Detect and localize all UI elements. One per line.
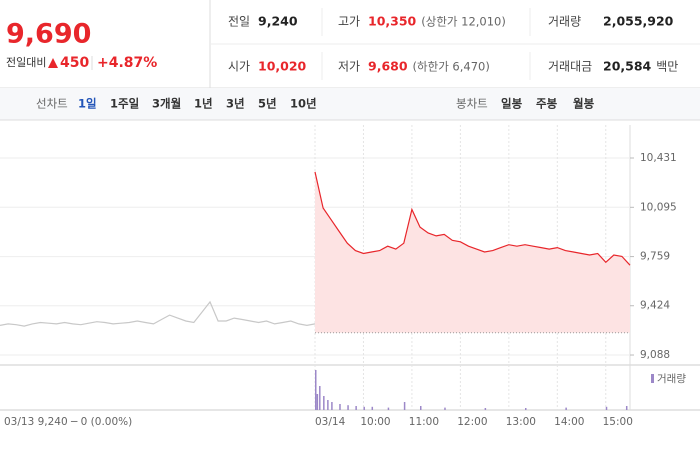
volume-bar <box>387 407 390 410</box>
up-arrow <box>48 58 58 68</box>
stat-note: (하한가 6,470) <box>413 60 490 74</box>
stat-label: 거래량 <box>548 15 581 29</box>
tab[interactable]: 10년 <box>290 97 317 111</box>
tab[interactable]: 1주일 <box>110 97 139 111</box>
volume-bar <box>323 396 325 410</box>
x-tick-label: 10:00 <box>360 416 390 428</box>
tab[interactable]: 3년 <box>226 97 245 111</box>
volume-bar <box>339 404 341 410</box>
price-line <box>0 300 316 327</box>
tab[interactable]: 일봉 <box>501 97 523 111</box>
stat-value: 2,055,920 <box>603 14 674 29</box>
volume-bar <box>363 406 365 410</box>
y-tick-label: 10,431 <box>640 152 677 164</box>
tab[interactable]: 1년 <box>194 97 213 111</box>
tab-group-label: 선차트 <box>36 97 68 111</box>
volume-bar <box>316 394 319 410</box>
volume-bar <box>347 405 349 410</box>
x-tick-label: 13:00 <box>506 416 536 428</box>
stat-label: 고가 <box>338 15 360 29</box>
change: 450 <box>60 55 89 71</box>
tabs: 선차트 1일 1주일 3개월 1년 3년 5년 10년 봉차트 일봉 주봉 월봉 <box>36 97 595 111</box>
stat-label: 전일 <box>228 15 250 29</box>
tab[interactable]: 주봉 <box>536 97 558 111</box>
stat-value: 10,350 <box>368 14 417 29</box>
stat-unit: 백만 <box>656 60 678 74</box>
change-label: 전일대비 <box>6 55 46 69</box>
legend-label: 거래량 <box>657 373 686 385</box>
volume-bar <box>331 402 333 410</box>
y-tick-label: 9,424 <box>640 300 670 312</box>
tab-group-label: 봉차트 <box>456 97 488 111</box>
tab[interactable]: 1일 <box>78 97 97 111</box>
volume-bar <box>565 407 567 410</box>
stat-value: 9,680 <box>368 59 408 74</box>
x-tick-label: 03/14 <box>315 416 346 428</box>
tab-bar <box>0 88 700 120</box>
stat-value: 9,240 <box>258 14 298 29</box>
prev-day-note: 03/13 9,240 ─ 0 (0.00%) <box>4 416 132 428</box>
tab[interactable]: 월봉 <box>573 97 595 111</box>
volume-bar <box>319 386 321 410</box>
volume-bar <box>525 408 527 410</box>
volume-bar <box>625 406 628 410</box>
stat-value: 20,584 <box>603 59 652 74</box>
volume-bar <box>327 400 329 410</box>
volume-bar <box>315 370 317 410</box>
volume-bar <box>371 406 374 410</box>
change-pct: +4.87% <box>97 55 157 71</box>
x-tick-label: 15:00 <box>603 416 633 428</box>
volume-bar <box>420 406 422 410</box>
price: 9,690 <box>6 19 91 50</box>
tab[interactable]: 5년 <box>258 97 277 111</box>
stat-note: (상한가 12,010) <box>421 15 506 29</box>
legend-swatch <box>651 374 654 383</box>
volume-bar <box>355 406 357 410</box>
area <box>315 171 630 333</box>
stat-label: 거래대금 <box>548 60 592 74</box>
y-tick-label: 9,759 <box>640 251 670 263</box>
tab[interactable]: 3개월 <box>152 97 181 111</box>
volume-bar <box>484 408 487 410</box>
x-tick-label: 11:00 <box>409 416 439 428</box>
stat-value: 10,020 <box>258 59 307 74</box>
x-tick-label: 14:00 <box>554 416 584 428</box>
plot: 9,088 9,424 9,759 10,095 10,431 03/14 10:00 11:… <box>0 125 686 428</box>
x-tick-label: 12:00 <box>457 416 487 428</box>
price-line <box>314 171 631 266</box>
volume-bar <box>403 402 406 410</box>
y-tick-label: 10,095 <box>640 201 677 213</box>
stats: 전일 9,240 고가 10,350 (상한가 12,010) 거래량 2,055,920 시… <box>228 14 678 74</box>
stat-label: 시가 <box>228 60 250 74</box>
stat-label: 저가 <box>338 60 360 74</box>
volume-bar <box>444 407 446 410</box>
volume-bar <box>605 406 608 410</box>
y-tick-label: 9,088 <box>640 349 670 361</box>
